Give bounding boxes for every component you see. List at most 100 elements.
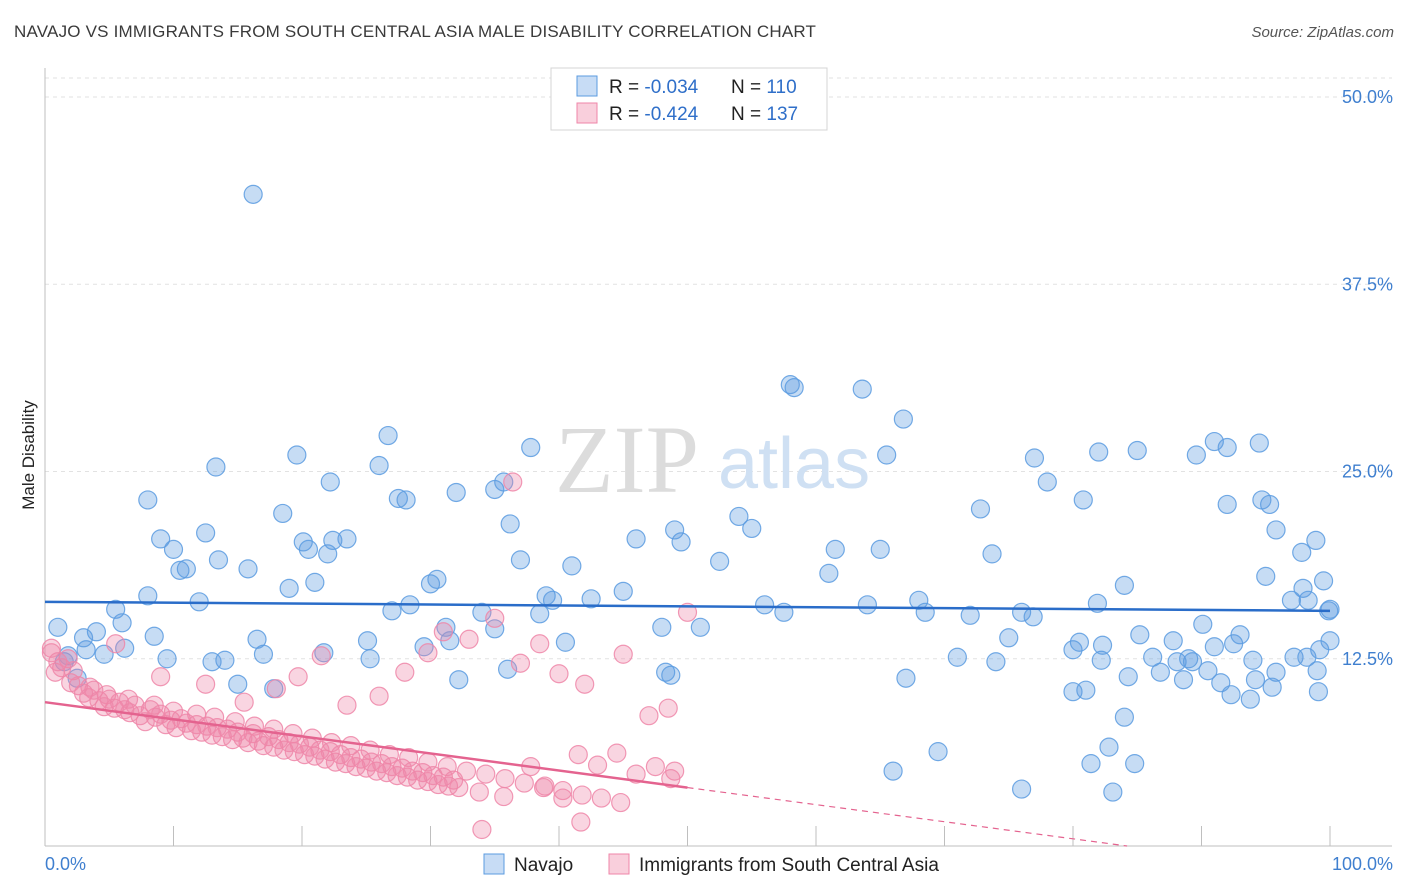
navajo-point (112, 613, 132, 633)
immigrants-point (58, 649, 78, 669)
immigrants-point (310, 740, 330, 760)
trend-line-navajo (44, 600, 1331, 613)
immigrants-point (535, 776, 555, 796)
immigrants-point (587, 755, 608, 775)
immigrants-point (456, 761, 477, 781)
navajo-point (157, 649, 177, 669)
navajo-point (86, 622, 107, 642)
navajo-point (1103, 782, 1123, 802)
immigrants-point (553, 788, 573, 808)
immigrants-point (572, 785, 592, 805)
navajo-point (176, 559, 196, 579)
legend-swatch-immigrants (576, 102, 598, 124)
immigrants-point (205, 707, 225, 727)
navajo-point (742, 518, 762, 539)
immigrants-point (80, 677, 100, 697)
y-tick-label-2: 37.5% (1342, 274, 1393, 294)
navajo-point (1063, 682, 1083, 702)
immigrants-point (437, 757, 457, 777)
navajo-point (710, 551, 730, 571)
immigrants-point (591, 788, 612, 808)
navajo-point (784, 378, 804, 398)
legend-n-label: N = (731, 77, 766, 98)
navajo-point (1011, 779, 1032, 799)
navajo-point (870, 539, 890, 559)
immigrants-point (399, 748, 419, 768)
immigrants-point (379, 745, 399, 765)
navajo-point (1266, 520, 1286, 540)
immigrants-point (433, 622, 453, 642)
navajo-point (378, 425, 398, 446)
immigrants-point (97, 685, 117, 705)
navajo-point (656, 662, 676, 682)
navajo-point (1143, 647, 1163, 667)
navajo-point (279, 578, 299, 598)
navajo-point (427, 569, 447, 589)
immigrants-point (41, 643, 62, 663)
trend-line-immigrants-extrapolated (687, 786, 1128, 847)
immigrants-point (234, 692, 254, 712)
navajo-point (485, 619, 505, 639)
immigrants-point (61, 673, 81, 693)
navajo-point (1186, 445, 1206, 465)
navajo-point (1182, 652, 1203, 672)
immigrants-point (626, 764, 646, 784)
navajo-point (320, 472, 340, 492)
navajo-point (1081, 754, 1101, 774)
immigrants-point (266, 679, 286, 699)
navajo-point (1114, 707, 1135, 727)
navajo-point (825, 539, 845, 559)
navajo-point (1262, 677, 1282, 697)
x-tick-label-min: 0.0% (45, 854, 86, 874)
navajo-point (1173, 670, 1194, 690)
legend-row-immigrants: R = -0.424 (609, 104, 699, 125)
navajo-point (1313, 571, 1334, 591)
navajo-point (1193, 614, 1213, 634)
navajo-point (729, 506, 749, 527)
navajo-point (446, 482, 466, 503)
navajo-point (144, 626, 164, 646)
navajo-point (1163, 631, 1183, 651)
navajo-point (208, 550, 229, 570)
navajo-point (357, 631, 378, 651)
legend-r-label: R = (609, 77, 644, 98)
navajo-point (1221, 685, 1241, 705)
immigrants-point (341, 736, 361, 756)
navajo-point (1260, 494, 1280, 515)
navajo-point (1069, 632, 1090, 652)
immigrants-point (510, 653, 531, 673)
navajo-point (1087, 593, 1108, 613)
immigrants-point (476, 764, 496, 784)
navajo-point (138, 490, 158, 510)
navajo-point (928, 742, 948, 762)
navajo-point (337, 529, 357, 549)
axes (44, 68, 1392, 847)
navajo-point (1249, 433, 1269, 453)
immigrants-point (144, 695, 164, 715)
immigrants-point (449, 777, 469, 798)
navajo-point (1256, 566, 1276, 586)
navajo-point (581, 589, 601, 609)
navajo-point (1306, 530, 1326, 551)
legend-n-value: 137 (766, 104, 798, 125)
immigrants-point (418, 752, 438, 772)
x-tick-label-max: 100.0% (1332, 854, 1393, 874)
legend-r-value: -0.034 (644, 77, 698, 98)
navajo-point (1217, 494, 1237, 515)
navajo-point (1243, 650, 1263, 670)
watermark: ZIP atlas (555, 406, 870, 513)
navajo-point (287, 445, 307, 465)
navajo-point (510, 550, 531, 570)
navajo-point (215, 650, 235, 670)
immigrants-point (485, 608, 505, 628)
navajo-point (1063, 640, 1083, 660)
y-tick-labels: 12.5% 25.0% 37.5% 50.0% (1342, 87, 1393, 669)
immigrants-point (151, 667, 171, 687)
immigrants-point (553, 780, 573, 801)
legend-bottom-swatch-immigrants (608, 853, 630, 875)
immigrants-point (264, 719, 284, 739)
navajo-point (986, 652, 1006, 672)
navajo-point (1073, 490, 1093, 510)
navajo-point (1150, 662, 1170, 682)
immigrants-point (106, 634, 126, 654)
